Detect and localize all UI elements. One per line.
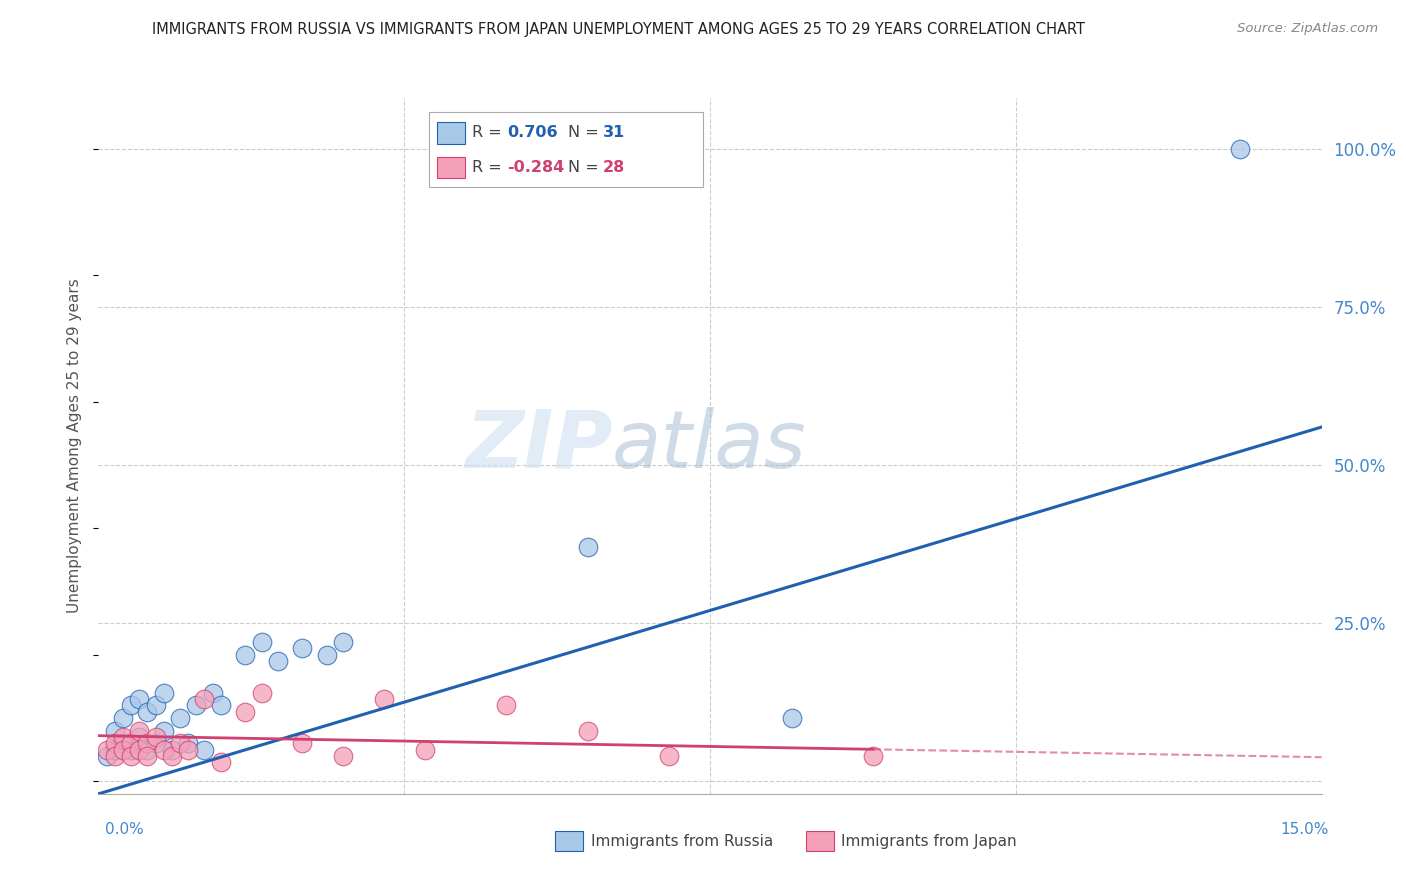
Point — [186, 698, 208, 713]
Point — [128, 723, 150, 738]
Text: Immigrants from Russia: Immigrants from Russia — [591, 834, 773, 848]
Point — [145, 736, 167, 750]
Point — [104, 736, 127, 750]
Point — [209, 698, 232, 713]
Point — [177, 736, 200, 750]
Point — [576, 540, 599, 554]
Point — [267, 654, 290, 668]
Text: 28: 28 — [603, 161, 626, 175]
Point — [128, 742, 150, 756]
Point — [413, 742, 436, 756]
Text: R =: R = — [472, 161, 508, 175]
Point — [780, 711, 803, 725]
Text: IMMIGRANTS FROM RUSSIA VS IMMIGRANTS FROM JAPAN UNEMPLOYMENT AMONG AGES 25 TO 29: IMMIGRANTS FROM RUSSIA VS IMMIGRANTS FRO… — [152, 22, 1085, 37]
Point — [193, 742, 215, 756]
Text: ZIP: ZIP — [465, 407, 612, 485]
Text: -0.284: -0.284 — [508, 161, 565, 175]
Point — [111, 711, 134, 725]
Point — [209, 756, 232, 770]
Point — [120, 736, 142, 750]
Point — [120, 698, 142, 713]
Point — [152, 686, 174, 700]
Point — [576, 723, 599, 738]
Point — [373, 692, 395, 706]
Point — [291, 736, 314, 750]
Point — [96, 742, 118, 756]
Point — [104, 742, 127, 756]
Point — [291, 641, 314, 656]
Point — [177, 742, 200, 756]
Point — [169, 711, 191, 725]
Text: 0.0%: 0.0% — [105, 822, 145, 837]
Point — [145, 730, 167, 744]
Y-axis label: Unemployment Among Ages 25 to 29 years: Unemployment Among Ages 25 to 29 years — [67, 278, 83, 614]
Point — [136, 705, 159, 719]
Point — [315, 648, 337, 662]
Point — [658, 748, 681, 763]
Point — [120, 742, 142, 756]
Point — [160, 748, 183, 763]
Point — [128, 730, 150, 744]
Text: N =: N = — [568, 161, 605, 175]
Point — [201, 686, 224, 700]
Point — [233, 705, 256, 719]
Point — [152, 742, 174, 756]
Point — [120, 748, 142, 763]
Point — [862, 748, 884, 763]
Text: R =: R = — [472, 126, 508, 140]
Point — [104, 748, 127, 763]
Text: 31: 31 — [603, 126, 626, 140]
Point — [136, 736, 159, 750]
Point — [152, 723, 174, 738]
Point — [250, 686, 273, 700]
Text: N =: N = — [568, 126, 605, 140]
Point — [1229, 142, 1251, 156]
Point — [96, 748, 118, 763]
Point — [145, 698, 167, 713]
Point — [193, 692, 215, 706]
Text: Source: ZipAtlas.com: Source: ZipAtlas.com — [1237, 22, 1378, 36]
Point — [495, 698, 517, 713]
Point — [136, 742, 159, 756]
Text: Immigrants from Japan: Immigrants from Japan — [841, 834, 1017, 848]
Point — [233, 648, 256, 662]
Point — [111, 736, 134, 750]
Text: 0.706: 0.706 — [508, 126, 558, 140]
Point — [111, 742, 134, 756]
Point — [332, 748, 354, 763]
Point — [250, 635, 273, 649]
Text: 15.0%: 15.0% — [1281, 822, 1329, 837]
Text: atlas: atlas — [612, 407, 807, 485]
Point — [160, 742, 183, 756]
Point — [136, 748, 159, 763]
Point — [128, 692, 150, 706]
Point — [111, 730, 134, 744]
Point — [332, 635, 354, 649]
Point — [169, 736, 191, 750]
Point — [104, 723, 127, 738]
